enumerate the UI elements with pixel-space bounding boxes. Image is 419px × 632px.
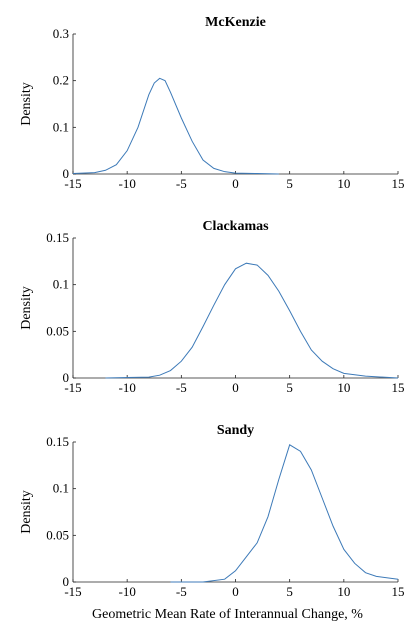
y-tick-label: 0.15 <box>46 434 69 449</box>
density-line <box>105 262 399 379</box>
y-tick-label: 0.1 <box>53 277 69 292</box>
y-axis-label: Density <box>19 490 34 534</box>
x-tick-label: 5 <box>286 380 293 395</box>
density-line <box>72 77 279 175</box>
x-tick-label: 0 <box>232 584 239 599</box>
y-tick-label: 0.1 <box>53 119 69 134</box>
x-tick-label: 10 <box>337 380 350 395</box>
y-axis-label: Density <box>19 286 34 330</box>
x-axis-label: Geometric Mean Rate of Interannual Chang… <box>92 607 363 622</box>
x-tick-label: 15 <box>392 584 405 599</box>
x-tick-label: 5 <box>286 584 293 599</box>
y-tick-label: 0.3 <box>53 26 69 41</box>
y-tick-label: 0 <box>63 370 70 385</box>
x-tick-label: -10 <box>118 584 135 599</box>
x-tick-label: 15 <box>392 176 405 191</box>
x-tick-label: -5 <box>176 584 187 599</box>
y-tick-label: 0.1 <box>53 481 69 496</box>
x-tick-label: 0 <box>232 380 239 395</box>
y-tick-label: 0 <box>63 574 70 589</box>
chart-title: Clackamas <box>202 219 269 234</box>
y-tick-label: 0.05 <box>46 323 69 338</box>
chart-title: McKenzie <box>205 15 266 30</box>
y-tick-label: 0 <box>63 166 70 181</box>
x-tick-label: -10 <box>118 176 135 191</box>
x-tick-label: -10 <box>118 380 135 395</box>
y-tick-label: 0.2 <box>53 73 69 88</box>
x-tick-label: 10 <box>337 584 350 599</box>
x-tick-label: -5 <box>176 380 187 395</box>
y-tick-label: 0.05 <box>46 527 69 542</box>
x-tick-label: 15 <box>392 380 405 395</box>
x-tick-label: -15 <box>64 380 81 395</box>
x-tick-label: -15 <box>64 176 81 191</box>
y-axis-label: Density <box>19 82 34 126</box>
x-tick-label: 5 <box>286 176 293 191</box>
x-tick-label: 10 <box>337 176 350 191</box>
x-tick-label: -15 <box>64 584 81 599</box>
chart-title: Sandy <box>217 423 254 438</box>
density-line <box>170 444 399 583</box>
x-tick-label: -5 <box>176 176 187 191</box>
x-tick-label: 0 <box>232 176 239 191</box>
y-tick-label: 0.15 <box>46 230 69 245</box>
